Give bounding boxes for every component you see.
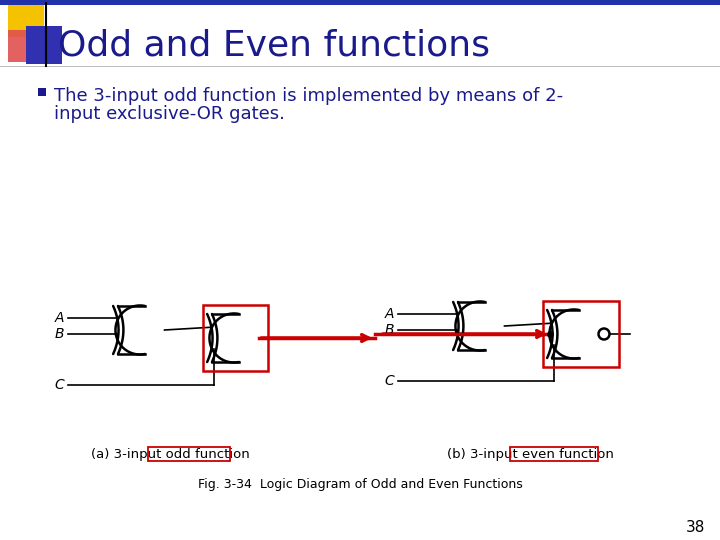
- Bar: [0, 0, 720, 5]
- Bar: [38, 88, 46, 96]
- Text: (b) 3-input even function: (b) 3-input even function: [446, 448, 613, 461]
- Text: input exclusive-OR gates.: input exclusive-OR gates.: [54, 105, 285, 123]
- Bar: [8, 5, 44, 37]
- Text: (a) 3-input odd function: (a) 3-input odd function: [91, 448, 249, 461]
- Text: Fig. 3-34  Logic Diagram of Odd and Even Functions: Fig. 3-34 Logic Diagram of Odd and Even …: [197, 478, 523, 491]
- Bar: [148, 447, 230, 461]
- Bar: [26, 26, 62, 64]
- Text: The 3-input odd function is implemented by means of 2-: The 3-input odd function is implemented …: [54, 87, 563, 105]
- Bar: [543, 301, 618, 367]
- Bar: [203, 305, 268, 371]
- Text: B: B: [55, 327, 64, 341]
- Text: C: C: [384, 374, 394, 388]
- Bar: [510, 447, 598, 461]
- Text: A: A: [55, 311, 64, 325]
- Text: Odd and Even functions: Odd and Even functions: [58, 29, 490, 63]
- Text: A: A: [384, 307, 394, 321]
- Text: B: B: [384, 323, 394, 337]
- Text: C: C: [54, 378, 64, 392]
- Text: 38: 38: [685, 519, 705, 535]
- Bar: [8, 30, 44, 62]
